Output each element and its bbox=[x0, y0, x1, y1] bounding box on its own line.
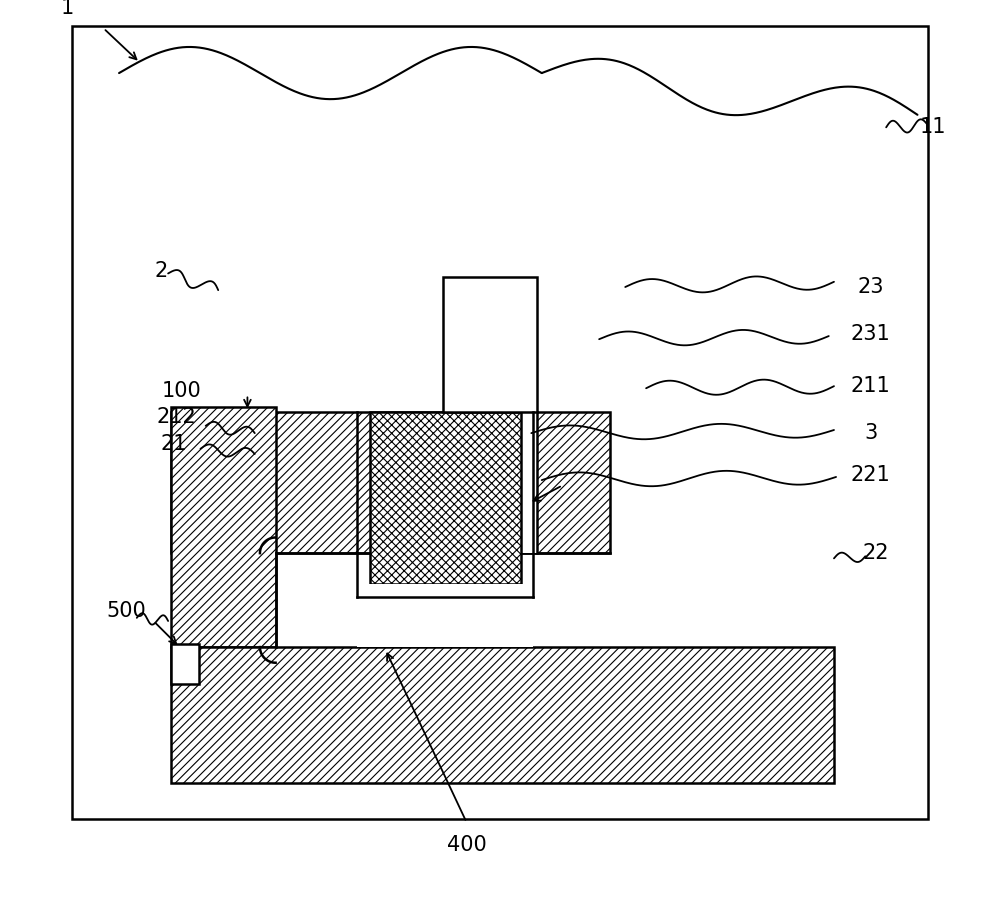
Text: 500: 500 bbox=[106, 600, 146, 620]
Text: 100: 100 bbox=[162, 381, 202, 401]
Bar bbox=[171, 644, 199, 684]
Text: 211: 211 bbox=[851, 376, 890, 396]
Text: 1: 1 bbox=[60, 0, 73, 18]
Text: 212: 212 bbox=[157, 408, 196, 428]
Text: 231: 231 bbox=[851, 324, 890, 344]
Text: 2: 2 bbox=[154, 262, 167, 281]
Text: 400: 400 bbox=[447, 835, 486, 855]
Bar bbox=[171, 647, 834, 783]
Bar bbox=[357, 585, 533, 647]
Text: 3: 3 bbox=[864, 423, 877, 443]
Text: 22: 22 bbox=[862, 543, 889, 563]
Bar bbox=[171, 412, 610, 553]
Text: 21: 21 bbox=[160, 433, 187, 454]
Text: 221: 221 bbox=[851, 465, 890, 485]
Bar bbox=[443, 277, 537, 412]
Bar bbox=[370, 412, 521, 585]
Bar bbox=[171, 407, 276, 647]
Bar bbox=[72, 26, 928, 819]
Text: 11: 11 bbox=[920, 117, 946, 137]
Text: 23: 23 bbox=[857, 277, 884, 297]
Bar bbox=[443, 412, 537, 553]
